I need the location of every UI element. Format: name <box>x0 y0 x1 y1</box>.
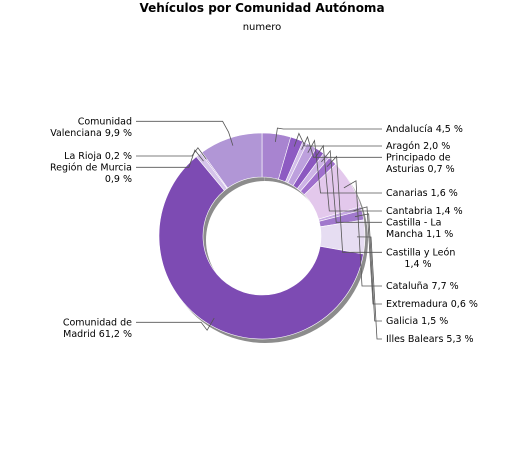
slice-labels: Andalucía 4,5 % Aragón 2,0 %Principado de… <box>50 116 478 345</box>
slice-comunidad-de-madrid <box>158 156 364 340</box>
label-principado-de-asturias: Principado de Asturias 0,7 % <box>386 152 455 175</box>
label-comunidad-de-madrid: Comunidad de Madrid 61,2 % <box>63 317 132 340</box>
leader-lines <box>136 120 382 340</box>
leader-canarias <box>307 139 382 194</box>
label-illes-balears: Illes Balears 5,3 % <box>386 334 474 345</box>
leader-andalucia <box>275 127 382 142</box>
label-canarias: Canarias 1,6 % <box>386 188 458 199</box>
leader-illes-balears <box>356 236 382 340</box>
label-la-rioja: La Rioja 0,2 % <box>64 151 132 162</box>
leader-la-rioja <box>136 147 207 160</box>
leader-region-de-murcia <box>136 149 204 168</box>
label-cataluna: Cataluña 7,7 % <box>386 281 459 292</box>
label-extremadura: Extremadura 0,6 % <box>386 299 478 310</box>
leader-castilla-y-leon <box>326 155 382 253</box>
leader-comunidad-de-madrid <box>136 317 215 331</box>
leader-aragon <box>293 132 382 147</box>
label-cantabria: Cantabria 1,4 % <box>386 206 463 217</box>
chart-title: Vehículos por Comunidad Autónoma <box>139 1 384 15</box>
leader-extremadura <box>353 206 382 305</box>
slice-comunidad-valenciana <box>201 132 263 189</box>
leader-comunidad-valenciana <box>136 120 234 146</box>
label-region-de-murcia: Región de Murcia 0,9 % <box>50 162 132 185</box>
label-aragon: Aragón 2,0 % <box>386 141 450 152</box>
leader-castilla-la-mancha <box>321 149 382 223</box>
leader-cantabria <box>315 144 382 212</box>
label-galicia: Galicia 1,5 % <box>386 316 448 327</box>
leader-galicia <box>354 213 382 322</box>
label-andalucia: Andalucía 4,5 % <box>386 124 463 135</box>
label-castilla-y-leon: Castilla y León 1,4 % <box>386 247 455 270</box>
label-castilla-la-mancha: Castilla - La Mancha 1,1 % <box>386 217 453 240</box>
label-comunidad-valenciana: Comunidad Valenciana 9,9 % <box>50 116 132 139</box>
donut-slices <box>158 132 366 340</box>
chart-subtitle: numero <box>243 22 282 33</box>
